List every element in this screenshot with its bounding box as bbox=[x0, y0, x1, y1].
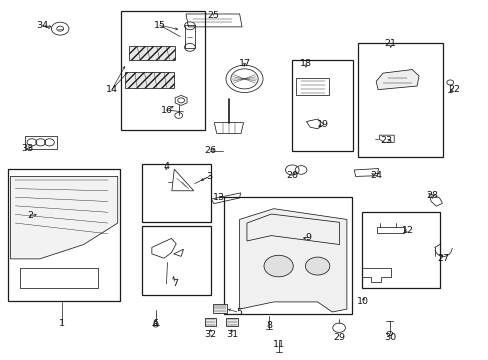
Text: 9: 9 bbox=[304, 233, 310, 242]
Text: 13: 13 bbox=[213, 193, 225, 202]
Bar bbox=[292, 60, 352, 150]
Polygon shape bbox=[10, 176, 118, 259]
Bar bbox=[212, 304, 227, 313]
Circle shape bbox=[305, 257, 329, 275]
Text: 25: 25 bbox=[206, 10, 218, 19]
Text: 31: 31 bbox=[225, 330, 237, 339]
Text: 12: 12 bbox=[402, 226, 413, 235]
Text: 26: 26 bbox=[204, 146, 216, 155]
Bar bbox=[25, 135, 57, 149]
Text: 34: 34 bbox=[37, 21, 49, 30]
Polygon shape bbox=[239, 209, 346, 312]
Bar bbox=[128, 46, 175, 59]
Bar bbox=[377, 227, 404, 233]
Bar bbox=[225, 318, 237, 325]
Text: 2: 2 bbox=[27, 211, 33, 220]
Text: 5: 5 bbox=[236, 308, 242, 317]
Text: 32: 32 bbox=[204, 330, 216, 339]
Text: 3: 3 bbox=[206, 172, 212, 181]
Text: 33: 33 bbox=[21, 144, 33, 153]
Bar bbox=[125, 72, 173, 87]
Circle shape bbox=[264, 255, 293, 277]
Text: 22: 22 bbox=[447, 85, 459, 94]
Text: 16: 16 bbox=[160, 105, 172, 114]
Bar bbox=[8, 168, 120, 301]
Text: 1: 1 bbox=[59, 319, 64, 328]
Text: 7: 7 bbox=[172, 279, 178, 288]
Text: 20: 20 bbox=[285, 171, 298, 180]
Text: 30: 30 bbox=[383, 333, 395, 342]
Text: 28: 28 bbox=[426, 190, 437, 199]
Text: 27: 27 bbox=[437, 254, 448, 263]
Text: 10: 10 bbox=[356, 297, 368, 306]
Text: 21: 21 bbox=[384, 39, 396, 48]
Bar bbox=[361, 212, 439, 288]
Text: 29: 29 bbox=[332, 333, 345, 342]
Bar bbox=[121, 12, 204, 130]
Text: 19: 19 bbox=[316, 120, 328, 129]
Text: 18: 18 bbox=[299, 59, 311, 68]
Polygon shape bbox=[375, 69, 418, 90]
Text: 23: 23 bbox=[379, 136, 391, 145]
Bar bbox=[142, 164, 211, 222]
Bar bbox=[142, 226, 211, 295]
Bar bbox=[296, 78, 329, 95]
Text: 14: 14 bbox=[106, 85, 118, 94]
Text: 11: 11 bbox=[272, 341, 284, 350]
Text: 4: 4 bbox=[163, 162, 169, 171]
Bar bbox=[224, 197, 351, 315]
Text: 6: 6 bbox=[152, 319, 159, 328]
Bar bbox=[204, 318, 216, 325]
Text: 8: 8 bbox=[265, 321, 271, 330]
Bar bbox=[184, 25, 195, 48]
Text: 15: 15 bbox=[153, 21, 165, 30]
Text: 24: 24 bbox=[369, 171, 382, 180]
Text: 17: 17 bbox=[238, 59, 250, 68]
Bar bbox=[357, 43, 443, 157]
